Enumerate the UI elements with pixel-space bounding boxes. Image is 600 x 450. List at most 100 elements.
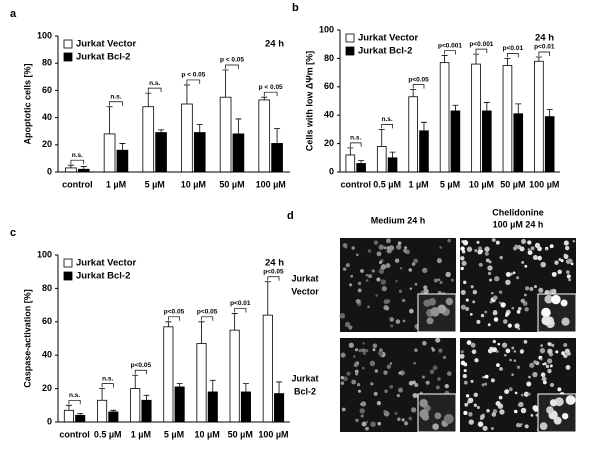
- cell: [528, 375, 531, 379]
- cell: [523, 391, 530, 397]
- cell: [540, 372, 546, 378]
- cell: [572, 240, 576, 243]
- cell: [533, 360, 538, 365]
- cell: [465, 394, 470, 398]
- cell: [547, 342, 551, 346]
- cell: [410, 407, 417, 413]
- cell: [462, 374, 467, 379]
- cell: [484, 251, 489, 256]
- cell: [557, 269, 562, 275]
- cell: [476, 406, 480, 410]
- cell: [383, 299, 389, 305]
- error-bar: [420, 121, 427, 131]
- error-bar: [535, 56, 542, 62]
- cell: [408, 416, 413, 421]
- significance-bracket: [267, 276, 280, 281]
- cell: [517, 402, 522, 407]
- cell: [541, 376, 547, 382]
- cell: [355, 372, 359, 376]
- cell: [381, 285, 387, 292]
- error-bar: [347, 147, 354, 155]
- cell: [355, 418, 359, 422]
- cell: [540, 261, 546, 268]
- cell: [480, 249, 484, 253]
- error-bar: [99, 388, 106, 401]
- cell: [376, 277, 381, 282]
- cell: [542, 380, 547, 385]
- cell: [439, 280, 443, 284]
- cell: [535, 413, 539, 417]
- cell: [482, 425, 488, 431]
- error-bar: [209, 379, 216, 392]
- cell: [409, 287, 413, 290]
- cell: [563, 254, 569, 260]
- cell: [512, 271, 516, 275]
- cell: [494, 276, 500, 282]
- cell: [526, 381, 532, 387]
- x-tick-label: 10 µM: [469, 179, 494, 189]
- x-tick-label: control: [62, 179, 93, 189]
- cell: [396, 244, 402, 250]
- bar: [274, 393, 285, 423]
- cell: [356, 383, 361, 387]
- significance-label: n.s.: [110, 93, 121, 100]
- cell: [561, 351, 566, 356]
- error-bar: [143, 394, 150, 401]
- cell: [465, 307, 470, 312]
- cell: [567, 258, 573, 264]
- column-header: 100 µM 24 h: [493, 219, 544, 229]
- cell: [397, 417, 401, 421]
- cell: [437, 377, 441, 381]
- x-tick-label: 5 µM: [440, 179, 460, 189]
- cell: [398, 371, 402, 375]
- error-bar: [276, 381, 283, 394]
- cell: [459, 353, 465, 359]
- inset-cell: [434, 412, 442, 420]
- cell: [511, 306, 515, 310]
- cell: [525, 286, 530, 291]
- cell: [384, 389, 388, 393]
- error-bar: [198, 321, 205, 344]
- cell: [460, 246, 465, 251]
- cell: [460, 289, 466, 295]
- y-tick-label: 100: [37, 30, 52, 40]
- cell: [519, 246, 525, 252]
- cell: [509, 358, 512, 362]
- legend-label: Jurkat Vector: [76, 39, 136, 50]
- note: 24 h: [265, 258, 284, 269]
- bar: [116, 149, 129, 173]
- error-bar: [515, 103, 522, 114]
- cell: [414, 348, 418, 352]
- cell: [375, 294, 378, 297]
- row-header: Bcl-2: [294, 386, 316, 396]
- cell: [505, 348, 511, 354]
- cell: [490, 427, 494, 430]
- cell: [460, 360, 466, 366]
- cell: [511, 346, 515, 350]
- cell: [523, 340, 528, 344]
- cell: [482, 375, 485, 379]
- cell: [524, 264, 528, 268]
- significance-bracket: [68, 399, 81, 405]
- inset-cell: [561, 317, 570, 326]
- significance-bracket: [225, 64, 239, 69]
- inset-cell: [432, 423, 439, 431]
- cell: [566, 274, 571, 279]
- micrograph-panel: d Medium 24 h Chelidonine 100 µM 24 h Jurkat…: [287, 207, 577, 433]
- significance-bracket: [101, 383, 114, 388]
- cell: [346, 371, 351, 376]
- cell: [466, 340, 472, 345]
- cell: [505, 272, 511, 277]
- inset-cell: [551, 294, 561, 305]
- cell: [489, 300, 493, 304]
- note: 24 h: [535, 33, 554, 44]
- cell: [555, 350, 559, 354]
- significance-label: p<0.001: [469, 41, 493, 48]
- error-bar: [473, 53, 480, 65]
- bar: [75, 414, 86, 423]
- y-tick-label: 0: [47, 166, 52, 176]
- significance-bracket: [475, 48, 488, 54]
- cell: [376, 251, 382, 257]
- cell: [551, 343, 555, 347]
- cell: [563, 343, 568, 347]
